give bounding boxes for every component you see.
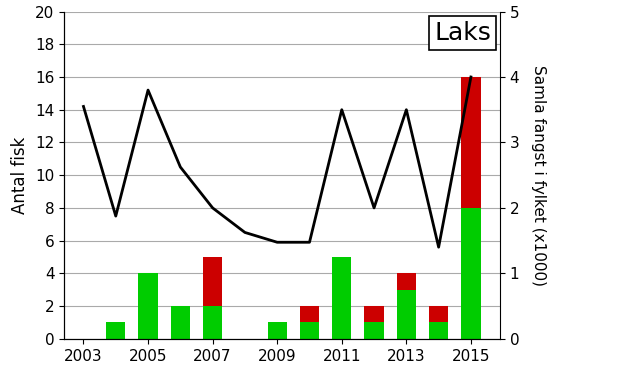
Text: Laks: Laks xyxy=(435,21,491,45)
Bar xyxy=(267,323,287,339)
Bar xyxy=(138,273,158,339)
Bar xyxy=(203,257,222,306)
Bar xyxy=(462,77,481,208)
Y-axis label: Antal fisk: Antal fisk xyxy=(12,137,29,214)
Bar xyxy=(429,323,448,339)
Y-axis label: Samla fangst i fylket (x1000): Samla fangst i fylket (x1000) xyxy=(531,65,545,286)
Bar xyxy=(364,323,384,339)
Bar xyxy=(429,306,448,323)
Bar xyxy=(106,323,126,339)
Bar xyxy=(397,290,416,339)
Bar xyxy=(171,306,190,339)
Bar xyxy=(364,306,384,323)
Bar xyxy=(300,323,319,339)
Bar xyxy=(462,208,481,339)
Bar xyxy=(332,257,351,339)
Bar xyxy=(300,306,319,323)
Bar xyxy=(397,273,416,290)
Bar xyxy=(203,306,222,339)
